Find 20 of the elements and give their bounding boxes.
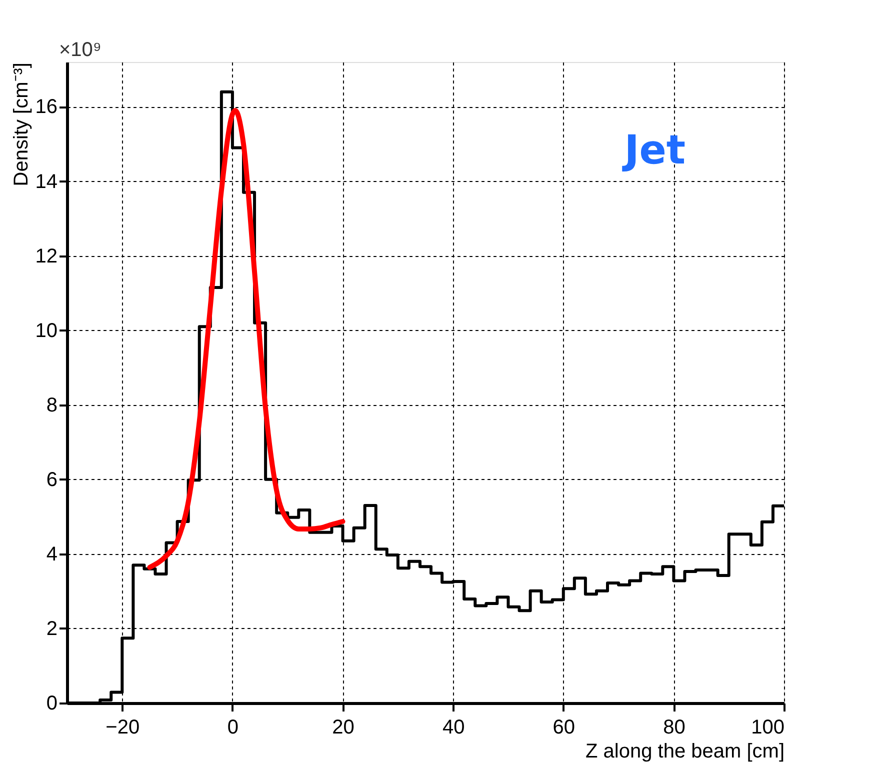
y-tick-label: 6 xyxy=(46,468,58,491)
y-tick-label: 4 xyxy=(46,543,58,566)
x-tick-label: 40 xyxy=(442,716,465,738)
x-tick-label: 60 xyxy=(552,716,576,738)
annotation: Jet xyxy=(621,128,686,174)
y-tick-label: 16 xyxy=(35,96,58,118)
y-tick-label: 12 xyxy=(35,245,58,268)
x-axis-title: Z along the beam [cm] xyxy=(586,740,784,762)
y-tick-label: 0 xyxy=(46,692,58,714)
text: ×10⁹ xyxy=(59,39,102,61)
x-tick-label: 0 xyxy=(227,716,239,738)
x-tick-label: −20 xyxy=(106,716,140,738)
y-axis-title: Density [cm⁻³] xyxy=(10,62,32,186)
x-tick-label: 100 xyxy=(751,716,784,738)
y-tick-label: 14 xyxy=(35,170,58,193)
x-tick-label: 80 xyxy=(663,716,686,738)
x-tick-label: 20 xyxy=(332,716,354,738)
y-tick-label: 8 xyxy=(46,394,58,416)
y-tick-label: 10 xyxy=(35,320,58,342)
y-tick-label: 2 xyxy=(46,618,58,640)
